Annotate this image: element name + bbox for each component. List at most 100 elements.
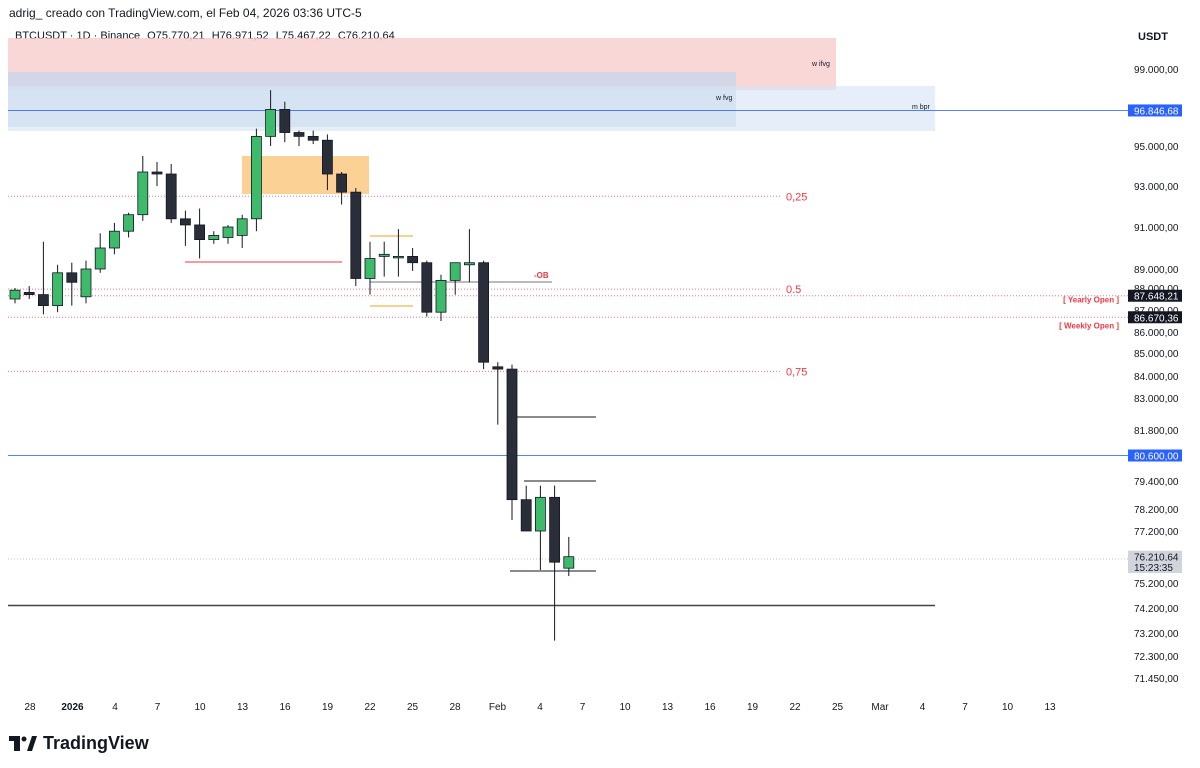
y-axis-label: 84.000,00: [1134, 372, 1179, 383]
x-axis-label: 2026: [61, 702, 84, 713]
price-tag: [1128, 550, 1182, 563]
candle-body: [165, 173, 177, 220]
candle-body: [109, 230, 120, 249]
candle-body: [250, 135, 262, 220]
x-axis-label: 13: [662, 702, 674, 713]
x-axis-label: 25: [407, 702, 419, 713]
y-axis-label: 77.200,00: [1134, 527, 1179, 538]
x-axis-label: 10: [194, 702, 206, 713]
candle-body: [236, 218, 248, 236]
y-axis-label: 86.000,00: [1134, 328, 1179, 339]
x-axis-label: 16: [704, 702, 716, 713]
ob-label: -OB: [534, 271, 549, 280]
candle-body: [222, 226, 234, 238]
x-axis-label: 4: [537, 702, 543, 713]
candle-body: [435, 279, 447, 313]
candle-body: [549, 496, 560, 563]
x-axis-label: 22: [789, 702, 801, 713]
candle-body: [137, 171, 149, 216]
zone-orange-ob: [242, 156, 369, 194]
y-axis-label: 93.000,00: [1134, 182, 1179, 193]
candle-body: [293, 132, 305, 137]
candle-body: [194, 224, 206, 240]
candle-body: [449, 262, 461, 281]
price-tag-label: 80.600,00: [1134, 452, 1179, 463]
open-label: [ Weekly Open ]: [1059, 321, 1119, 330]
x-axis-label: 19: [322, 702, 334, 713]
candle-body: [478, 262, 490, 363]
x-axis-label: 19: [747, 702, 759, 713]
x-axis-label: 7: [155, 702, 161, 713]
x-axis-label: 4: [112, 702, 118, 713]
candle-body: [364, 258, 376, 279]
y-axis-label: 89.000,00: [1134, 265, 1179, 276]
price-tag: [1128, 289, 1182, 302]
candle-body: [80, 268, 92, 298]
open-label: [ Yearly Open ]: [1063, 296, 1119, 305]
candle-body: [179, 218, 191, 226]
x-axis-label: 10: [1002, 702, 1014, 713]
tradingview-logo-text: TradingView: [43, 733, 149, 753]
candle-body: [123, 214, 134, 232]
x-axis-label: 10: [619, 702, 631, 713]
price-tag-label: 76.210,64: [1134, 553, 1179, 564]
candle-body: [208, 234, 220, 240]
candle-body: [307, 135, 319, 141]
zone-label: w ifvg: [811, 61, 830, 68]
candle-body: [336, 173, 348, 193]
x-axis-label: 22: [364, 702, 376, 713]
tradingview-logo: TradingView: [9, 733, 149, 754]
y-axis-label: 71.450,00: [1134, 674, 1179, 685]
candle-body: [66, 272, 78, 283]
y-axis-label: 79.400,00: [1134, 477, 1179, 488]
candle-body: [151, 171, 163, 175]
y-axis-label: 72.300,00: [1134, 652, 1179, 663]
y-axis-label: 75.200,00: [1134, 579, 1179, 590]
y-axis-label: 95.000,00: [1134, 142, 1179, 153]
y-axis-label: 73.200,00: [1134, 629, 1179, 640]
candle-body: [520, 499, 532, 532]
y-axis-label: 88.000,00: [1134, 284, 1179, 295]
candle-body: [350, 191, 362, 279]
candle-body: [407, 255, 419, 264]
candle-body: [52, 272, 63, 306]
candle-body: [279, 109, 291, 133]
candle-body: [378, 253, 390, 257]
candle-body: [265, 109, 277, 137]
x-axis-label: Feb: [489, 702, 507, 713]
x-axis-label: 13: [237, 702, 249, 713]
price-tag-label: 86.670,36: [1134, 313, 1179, 324]
candle-body: [563, 556, 575, 569]
x-axis-label: 13: [1044, 702, 1056, 713]
price-tag: [1128, 104, 1182, 117]
zone-label: m bpr: [912, 104, 931, 111]
candle-body: [392, 255, 404, 259]
x-axis-label: 28: [449, 702, 461, 713]
y-axis-label: 78.200,00: [1134, 505, 1179, 516]
zone-m-bpr: [8, 86, 935, 131]
candle-body: [94, 247, 106, 270]
y-axis-label: 83.000,00: [1134, 394, 1179, 405]
currency-label[interactable]: USDT: [1138, 31, 1168, 43]
y-axis-label: 81.800,00: [1134, 426, 1179, 437]
x-axis-label: 28: [24, 702, 36, 713]
x-axis-label: 4: [920, 702, 926, 713]
x-axis-label: Mar: [871, 702, 889, 713]
x-axis-label: 25: [832, 702, 844, 713]
candle-body: [421, 262, 433, 313]
candle-body: [38, 294, 49, 307]
candle-body: [506, 368, 518, 501]
y-axis-label: 99.000,00: [1134, 65, 1179, 76]
candle-body: [535, 496, 546, 532]
zone-label: w fvg: [715, 95, 732, 102]
price-tag: [1128, 311, 1182, 324]
candle-body: [9, 289, 21, 300]
price-tag-label: 96.846,68: [1134, 106, 1179, 117]
price-tag: [1128, 449, 1182, 462]
candle-body: [321, 139, 333, 175]
x-axis-label: 7: [580, 702, 586, 713]
chart-attribution: adrig_ creado con TradingView.com, el Fe…: [9, 6, 362, 20]
x-axis-label: 7: [962, 702, 968, 713]
price-tag: [1128, 561, 1182, 573]
